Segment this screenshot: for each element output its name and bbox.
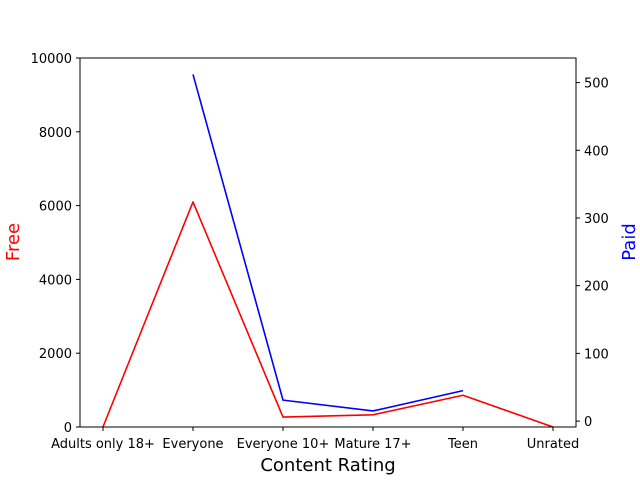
right-tick-label: 0 xyxy=(584,415,592,430)
right-tick-label: 500 xyxy=(584,77,609,92)
left-axis-label: Free xyxy=(3,223,24,261)
left-tick-label: 0 xyxy=(64,421,72,436)
right-tick-label: 300 xyxy=(584,212,609,227)
left-tick-label: 2000 xyxy=(39,347,72,362)
x-axis-label: Content Rating xyxy=(260,455,395,476)
right-tick-label: 100 xyxy=(584,347,609,362)
x-tick-label: Everyone 10+ xyxy=(237,437,330,452)
right-axis-ticks: 0 100 200 300 400 500 xyxy=(576,77,609,430)
x-tick-label: Mature 17+ xyxy=(334,437,411,452)
right-tick-label: 400 xyxy=(584,144,609,159)
left-tick-label: 8000 xyxy=(39,126,72,141)
series-line-free xyxy=(102,201,554,428)
x-tick-label: Everyone xyxy=(162,437,223,452)
left-tick-label: 10000 xyxy=(31,52,72,67)
plot-frame xyxy=(79,57,577,428)
left-tick-label: 4000 xyxy=(39,273,72,288)
right-tick-label: 200 xyxy=(584,280,609,295)
x-tick-label: Unrated xyxy=(527,437,579,452)
left-axis-ticks: 0 2000 4000 6000 8000 10000 xyxy=(31,52,80,436)
x-axis-ticks: Adults only 18+ Everyone Everyone 10+ Matur… xyxy=(51,427,579,452)
x-tick-label: Teen xyxy=(447,437,478,452)
left-tick-label: 6000 xyxy=(39,200,72,215)
right-axis-label: Paid xyxy=(619,223,640,261)
series-line-paid xyxy=(192,74,464,412)
x-tick-label: Adults only 18+ xyxy=(51,437,155,452)
series-lines xyxy=(102,74,554,428)
